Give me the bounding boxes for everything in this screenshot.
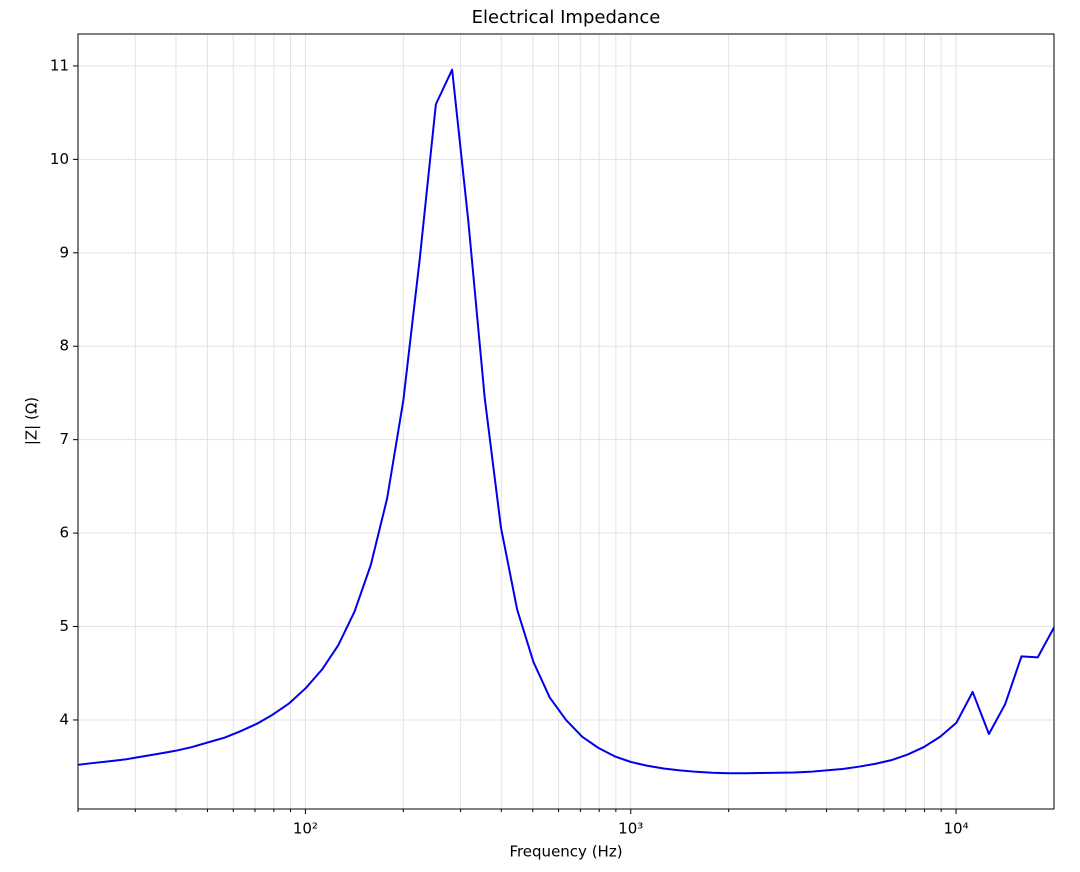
x-tick-label: 10² [293,820,318,838]
grid [77,34,1054,809]
y-tick-label: 7 [59,430,69,448]
y-tick-label: 8 [59,337,69,355]
x-axis-label: Frequency (Hz) [509,843,622,861]
plot-frame [77,33,1055,810]
plot [77,68,1055,775]
x-tick-label: 10³ [618,820,643,838]
y-tick-label: 10 [50,150,69,168]
y-tick-label: 4 [59,710,69,728]
y-axis-label: |Z| (Ω) [23,397,41,445]
y-tick-label: 9 [59,243,69,261]
y-tick-label: 11 [50,56,69,74]
chart-title: Electrical Impedance [472,7,661,28]
y-tick-label: 5 [59,617,69,635]
x-tick-label: 10⁴ [944,820,969,838]
y-tick-label: 6 [59,524,69,542]
line [77,68,1055,775]
